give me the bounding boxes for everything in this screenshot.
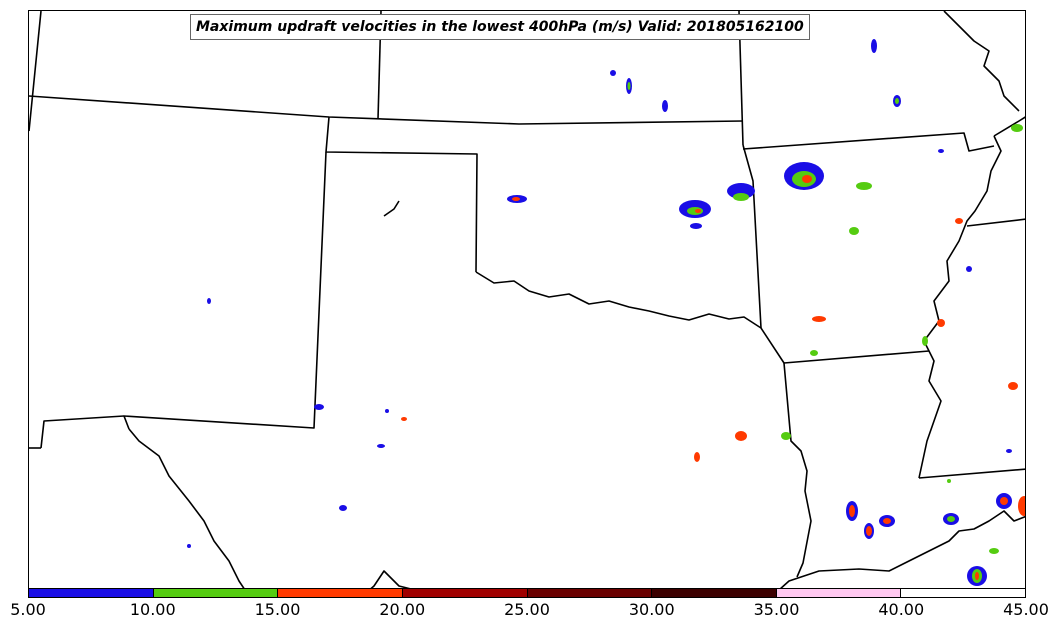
colorbar-tick-label: 35.00 — [753, 600, 800, 619]
updraft-cell — [733, 193, 749, 201]
mississippi-east-line — [918, 468, 1025, 479]
colorbar-segment — [776, 589, 902, 597]
updraft-cell — [938, 149, 944, 153]
updraft-cell — [1011, 124, 1023, 132]
louisiana-coast — [770, 510, 1025, 597]
colorbar-segment — [527, 589, 653, 597]
updraft-cell — [314, 404, 324, 410]
updraft-cell — [187, 544, 191, 548]
updraft-cell — [812, 316, 826, 322]
updraft-cell — [849, 505, 855, 517]
oklahoma-east-border — [742, 144, 762, 329]
map-panel — [28, 10, 1026, 598]
updraft-cell — [207, 298, 211, 304]
colorbar — [28, 588, 1026, 598]
updraft-cell — [849, 227, 859, 235]
updraft-cell — [627, 82, 631, 90]
updraft-cell — [694, 452, 700, 462]
updraft-cell — [947, 479, 951, 483]
updraft-cell — [690, 223, 702, 229]
updraft-cell — [866, 526, 872, 536]
updraft-cell — [937, 319, 945, 327]
mississippi-river — [918, 135, 1002, 479]
updraft-cell — [512, 197, 520, 201]
updraft-cell — [401, 417, 407, 421]
updraft-cell — [1006, 449, 1012, 453]
updraft-cell — [810, 350, 818, 356]
updraft-cell — [883, 518, 891, 524]
colorbar-segment — [901, 589, 1025, 597]
panhandle-feature — [383, 200, 400, 217]
updraft-cell — [377, 444, 385, 448]
updraft-cell — [727, 183, 755, 199]
updraft-cell — [989, 548, 999, 554]
oklahoma-south-border — [475, 271, 762, 329]
colorbar-segment — [278, 589, 403, 597]
colorbar-tick-label: 10.00 — [129, 600, 176, 619]
updraft-cell — [781, 432, 791, 440]
updraft-cell — [662, 100, 668, 112]
updraft-cell — [695, 209, 701, 213]
updraft-contours — [187, 39, 1025, 593]
updraft-cell — [856, 182, 872, 190]
updraft-cell — [947, 516, 955, 522]
arkansas-texas-line — [783, 362, 812, 578]
updraft-cell — [895, 98, 899, 104]
updraft-cell — [802, 175, 812, 183]
new-mexico-texas-line — [123, 151, 327, 430]
colorbar-tick-label: 40.00 — [878, 600, 925, 619]
updraft-cell — [1008, 382, 1018, 390]
colorbar-segment — [652, 589, 777, 597]
colorbar-segment — [153, 589, 279, 597]
map-title: Maximum updraft velocities in the lowest… — [190, 14, 810, 40]
tennessee-line — [966, 218, 1025, 227]
updraft-cell — [922, 336, 928, 346]
colorbar-segment — [402, 589, 528, 597]
arkansas-line — [760, 327, 930, 364]
colorbar-tick-label: 20.00 — [379, 600, 426, 619]
updraft-cell — [871, 39, 877, 53]
colorbar-segment — [29, 589, 154, 597]
colorbar-tick-label: 25.00 — [504, 600, 550, 619]
colorbar-tick-label: 30.00 — [628, 600, 675, 619]
updraft-cell — [385, 409, 389, 413]
state-boundary-horizontal-1 — [29, 95, 744, 125]
mississippi-river-upper — [993, 116, 1025, 137]
colorbar-tick-label: 15.00 — [254, 600, 301, 619]
updraft-cell — [1000, 497, 1008, 505]
updraft-cell — [735, 431, 747, 441]
kansas-missouri-line — [742, 132, 995, 152]
updraft-cell — [975, 572, 979, 580]
texas-rio-grande-2 — [128, 428, 251, 597]
updraft-cell — [339, 505, 347, 511]
colorado-oklahoma-line — [325, 116, 478, 273]
texas-southwest-line — [40, 415, 125, 449]
updraft-cell — [966, 266, 972, 272]
colorbar-tick-label: 45.00 — [1003, 600, 1049, 619]
updraft-cell — [955, 218, 963, 224]
map-canvas — [29, 11, 1025, 597]
updraft-cell — [610, 70, 616, 76]
state-boundary-north-vertical-1 — [29, 11, 42, 132]
updraft-cell — [1018, 496, 1025, 516]
upper-right-river — [943, 11, 1020, 112]
colorbar-tick-label: 5.00 — [10, 600, 46, 619]
